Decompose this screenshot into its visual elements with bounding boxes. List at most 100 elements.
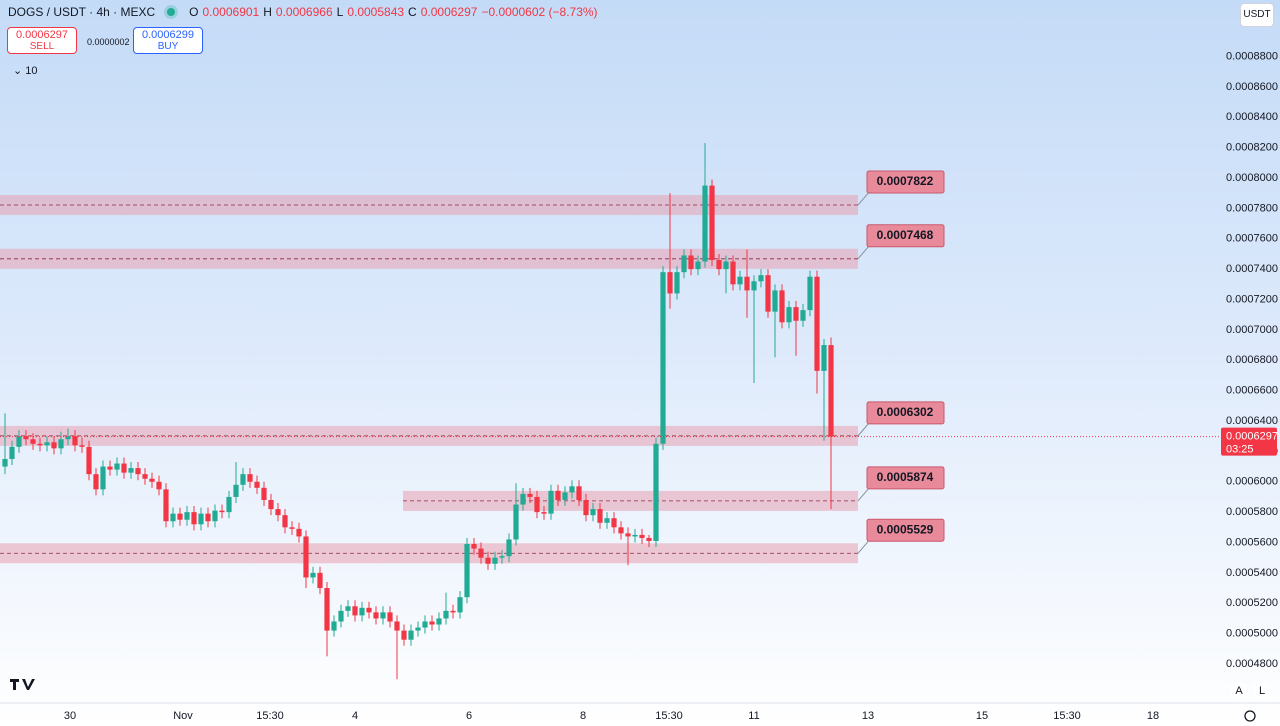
candle-body xyxy=(681,255,687,273)
y-tick-label: 0.0007200 xyxy=(1226,293,1278,305)
candle-body xyxy=(23,436,29,440)
y-tick-label: 0.0007400 xyxy=(1226,263,1278,275)
candle-body xyxy=(401,630,407,640)
candle-body xyxy=(660,272,666,444)
candle-body xyxy=(135,468,141,475)
auto-button[interactable]: A xyxy=(1231,683,1247,699)
indicators-toggle[interactable]: ⌄ 10 xyxy=(13,65,38,77)
legend-bar: DOGS / USDT · 4h · MEXC O 0.0006901 H 0.00… xyxy=(8,5,598,19)
y-tick-label: 0.0004800 xyxy=(1226,658,1278,670)
candle-body xyxy=(415,627,421,631)
candle-body xyxy=(443,610,449,619)
currency-button[interactable]: USDT xyxy=(1240,3,1274,27)
y-tick-label: 0.0007600 xyxy=(1226,233,1278,245)
candle-body xyxy=(233,484,239,497)
y-tick-label: 0.0006000 xyxy=(1226,476,1278,488)
candle-body xyxy=(765,275,771,312)
indicator-count: 10 xyxy=(25,65,38,77)
x-tick-label: Nov xyxy=(173,710,193,722)
level-label: 0.0005874 xyxy=(877,470,934,484)
candle-body xyxy=(16,436,22,447)
x-tick-label: 4 xyxy=(352,710,358,722)
candle-body xyxy=(65,436,71,440)
y-tick-label: 0.0005600 xyxy=(1226,536,1278,548)
candle-body xyxy=(646,537,652,541)
candle-body xyxy=(296,528,302,537)
y-tick-label: 0.0007800 xyxy=(1226,202,1278,214)
candle-body xyxy=(422,621,428,628)
candle-body xyxy=(387,612,393,622)
candle-body xyxy=(352,606,358,616)
candle-body xyxy=(394,621,400,631)
level-label-box xyxy=(866,518,945,542)
candle-body xyxy=(667,272,673,294)
candle-body xyxy=(702,185,708,262)
candle-body xyxy=(51,442,57,449)
candle-body xyxy=(450,610,456,613)
candle-body xyxy=(709,185,715,261)
candle-body xyxy=(429,621,435,625)
candle-body xyxy=(611,518,617,528)
candle-body xyxy=(170,513,176,522)
buy-button[interactable]: 0.0006299 BUY xyxy=(133,27,203,54)
level-label-box xyxy=(866,170,945,194)
candle-body xyxy=(723,261,729,270)
candle-body xyxy=(569,486,575,493)
candle-body xyxy=(331,621,337,631)
candle-body xyxy=(492,557,498,564)
level-label-box xyxy=(866,224,945,248)
l-value: 0.0005843 xyxy=(347,5,405,19)
candle-body xyxy=(254,481,260,488)
y-tick-label: 0.0006600 xyxy=(1226,385,1278,397)
candle-body xyxy=(716,260,722,270)
x-tick-label: 15 xyxy=(976,710,988,722)
level-label: 0.0005529 xyxy=(877,522,934,536)
candle-body xyxy=(604,518,610,523)
candle-body xyxy=(653,443,659,541)
candle-body xyxy=(121,463,127,473)
candle-body xyxy=(79,445,85,447)
candle-body xyxy=(688,255,694,270)
candle-body xyxy=(163,489,169,522)
y-tick-label: 0.0008400 xyxy=(1226,111,1278,123)
tv-logo-mark xyxy=(10,679,35,690)
level-label: 0.0007822 xyxy=(877,174,934,188)
candle-body xyxy=(107,466,113,470)
y-tick-label: 0.0008800 xyxy=(1226,50,1278,62)
c-label: C xyxy=(408,5,417,19)
candle-body xyxy=(534,496,540,513)
candle-body xyxy=(737,276,743,285)
x-tick-label: 8 xyxy=(580,710,586,722)
candle-body xyxy=(289,527,295,529)
candle-body xyxy=(212,510,218,522)
status-dot xyxy=(167,8,176,16)
last-price-tag xyxy=(1221,427,1277,456)
candle-body xyxy=(282,515,288,528)
level-label: 0.0006302 xyxy=(877,405,934,419)
log-button[interactable]: L xyxy=(1254,683,1270,699)
sell-button[interactable]: 0.0006297 SELL xyxy=(7,27,77,54)
candle-body xyxy=(149,478,155,482)
candle-body xyxy=(464,544,470,598)
candle-body xyxy=(541,512,547,514)
candle-body xyxy=(590,509,596,516)
candle-body xyxy=(128,468,134,473)
buy-price: 0.0006299 xyxy=(142,29,194,41)
candle-body xyxy=(457,597,463,613)
candle-body xyxy=(793,307,799,321)
candle-body xyxy=(821,345,827,371)
x-tick-label: 6 xyxy=(466,710,472,722)
candle-body xyxy=(485,557,491,564)
level-label-box xyxy=(866,401,945,425)
candle-body xyxy=(576,486,582,500)
candle-body xyxy=(744,276,750,291)
x-tick-label: 30 xyxy=(64,710,76,722)
y-tick-label: 0.0006800 xyxy=(1226,354,1278,366)
candle-body xyxy=(198,513,204,525)
candle-body xyxy=(408,630,414,640)
candle-body xyxy=(275,509,281,516)
candle-body xyxy=(758,275,764,282)
candle-body xyxy=(240,474,246,485)
candle-body xyxy=(37,443,43,446)
candle-body xyxy=(562,492,568,500)
